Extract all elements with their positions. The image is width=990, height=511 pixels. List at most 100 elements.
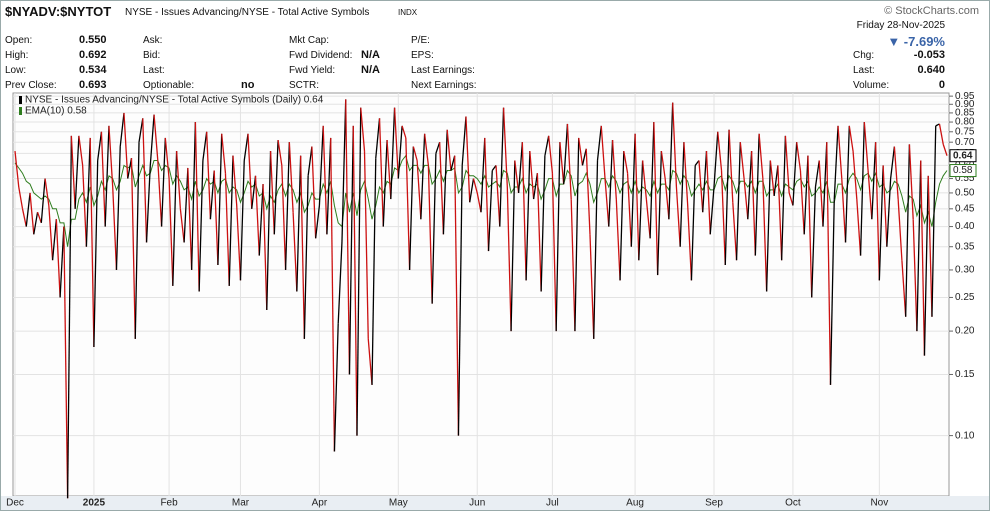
price-segment (217, 133, 223, 266)
price-segment (345, 99, 351, 375)
price-segment (393, 107, 399, 179)
price-segment (769, 160, 775, 197)
price-segment (619, 151, 625, 281)
price-segment (465, 116, 471, 203)
field-value: -0.053 (913, 49, 945, 61)
price-segment (333, 323, 339, 452)
price-segment (221, 133, 227, 174)
price-segment (183, 167, 189, 243)
y-tick-label: 0.75 (955, 126, 975, 137)
price-segment (277, 139, 283, 166)
price-segment (882, 165, 888, 247)
price-segment (337, 242, 343, 324)
price-segment (871, 142, 877, 220)
price-segment (807, 155, 813, 298)
legend-label: NYSE - Issues Advancing/NYSE - Total Act… (25, 95, 324, 106)
price-segment (600, 125, 606, 179)
field-label: SCTR: (289, 80, 319, 91)
symbol: $NYADV:$NYTOT (5, 4, 112, 19)
price-segment (36, 211, 42, 224)
price-segment (521, 142, 527, 281)
price-segment (112, 186, 118, 270)
price-segment (585, 148, 591, 235)
price-segment (292, 212, 298, 292)
price-segment (480, 137, 486, 213)
price-segment (750, 151, 756, 256)
price-segment (735, 142, 741, 261)
price-segment (412, 146, 418, 161)
price-segment (386, 140, 392, 200)
field-label: Next Earnings: (411, 80, 477, 91)
price-segment (765, 160, 772, 292)
price-segment (593, 160, 599, 339)
price-segment (630, 133, 636, 247)
price-segment (450, 155, 456, 171)
price-segment (901, 260, 907, 317)
price-segment (108, 125, 114, 188)
price-segment (762, 178, 768, 292)
price-segment (307, 146, 313, 176)
price-segment (931, 125, 937, 317)
price-segment (649, 122, 655, 239)
field-label: Last: (143, 65, 165, 76)
field-label: Optionable: (143, 80, 195, 91)
price-segment (574, 137, 580, 332)
price-segment (491, 165, 497, 171)
price-segment (85, 137, 91, 247)
y-tick-label: 0.25 (955, 292, 975, 303)
price-segment (833, 125, 839, 200)
price-segment (472, 178, 478, 194)
price-segment (728, 129, 734, 203)
price-segment (454, 155, 460, 436)
description: NYSE - Issues Advancing/NYSE - Total Act… (125, 7, 370, 18)
price-segment (299, 155, 306, 339)
price-segment (326, 137, 332, 235)
price-segment (514, 160, 520, 194)
price-segment (243, 133, 249, 161)
price-segment (236, 205, 242, 281)
price-segment (690, 165, 696, 281)
price-segment (777, 165, 783, 261)
last-value-label: 0.58 (953, 165, 973, 176)
x-tick-label: Mar (232, 498, 250, 509)
price-segment (439, 142, 445, 235)
price-segment (371, 158, 377, 385)
price-segment (100, 131, 106, 227)
price-segment (702, 151, 708, 213)
y-tick-label: 0.50 (955, 188, 975, 199)
field-label: P/E: (411, 35, 430, 46)
price-segment (672, 102, 678, 188)
date: Friday 28-Nov-2025 (856, 20, 945, 31)
field-label: EPS: (411, 50, 434, 61)
field-value: 0.693 (79, 79, 107, 91)
field-label: Open: (5, 35, 33, 46)
price-segment (638, 160, 644, 261)
price-segment (51, 219, 57, 261)
price-segment (773, 165, 779, 197)
price-segment (754, 133, 760, 256)
price-segment (660, 150, 666, 179)
y-tick-label: 0.90 (955, 99, 975, 110)
price-segment (314, 205, 321, 239)
price-segment (615, 199, 621, 281)
legend-swatch (19, 107, 22, 115)
last-value-box (949, 164, 977, 178)
price-segment (476, 192, 482, 213)
price-segment (502, 107, 508, 188)
field-value: N/A (361, 49, 380, 61)
price-segment (698, 160, 704, 213)
price-segment (540, 155, 546, 292)
x-tick-label: Apr (312, 498, 328, 509)
price-segment (867, 170, 873, 220)
price-segment (916, 160, 922, 332)
price-segment (897, 199, 903, 261)
price-segment (115, 146, 121, 270)
price-segment (852, 151, 858, 200)
price-segment (604, 178, 610, 227)
price-segment (788, 192, 794, 206)
price-segment (348, 125, 354, 375)
price-segment (360, 107, 366, 152)
x-axis-band (1, 496, 989, 510)
x-tick-label: Nov (870, 498, 888, 509)
price-segment (499, 107, 505, 227)
